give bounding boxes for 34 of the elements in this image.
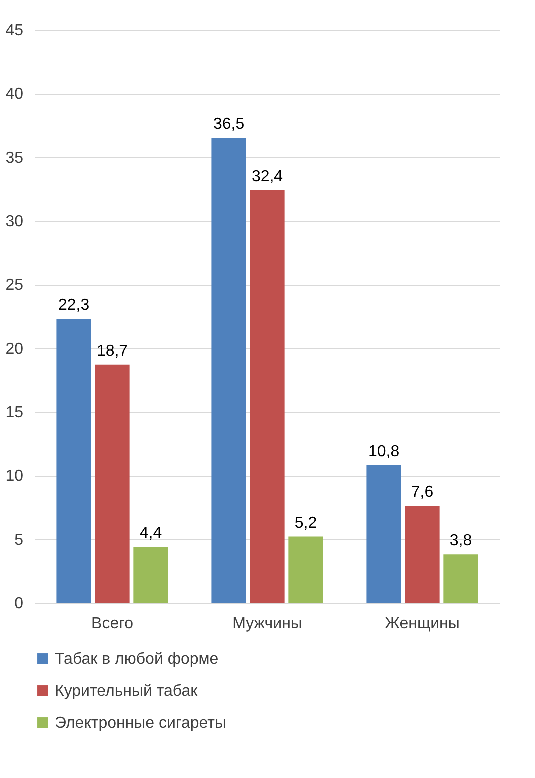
data-label: 7,6 xyxy=(411,484,434,502)
bar xyxy=(250,190,285,603)
data-label: 3,8 xyxy=(450,532,472,550)
y-tick-label: 0 xyxy=(14,596,24,612)
bar xyxy=(134,546,168,603)
data-label: 22,3 xyxy=(58,297,90,314)
x-tick-label: Женщины xyxy=(385,616,460,632)
x-tick-label: Всего xyxy=(92,616,134,632)
data-label: 18,7 xyxy=(96,342,128,360)
y-tick-label: 5 xyxy=(14,532,24,549)
data-label: 36,5 xyxy=(213,116,245,134)
legend-label: Электронные сигареты xyxy=(55,715,226,732)
bar xyxy=(95,364,130,603)
legend-label: Табак в любой форме xyxy=(55,651,219,668)
data-label: 5,2 xyxy=(294,514,318,532)
bar xyxy=(444,554,478,603)
legend-label: Курительный табак xyxy=(55,683,199,700)
bar xyxy=(212,138,246,603)
y-tick-label: 15 xyxy=(6,404,24,422)
y-tick-label: 45 xyxy=(6,22,24,40)
bar xyxy=(405,506,440,603)
data-label: 32,4 xyxy=(252,168,284,186)
bar xyxy=(366,465,402,603)
y-tick-label: 10 xyxy=(6,468,24,486)
bar xyxy=(56,319,92,603)
x-tick-label: Мужчины xyxy=(232,616,302,632)
data-label: 4,4 xyxy=(140,524,162,542)
y-tick-label: 20 xyxy=(6,340,24,358)
data-label: 10,8 xyxy=(368,443,400,460)
y-tick-label: 35 xyxy=(6,150,24,167)
y-tick-label: 25 xyxy=(6,277,24,294)
bar xyxy=(288,536,324,603)
y-tick-label: 40 xyxy=(6,86,24,104)
y-tick-label: 30 xyxy=(6,214,24,230)
